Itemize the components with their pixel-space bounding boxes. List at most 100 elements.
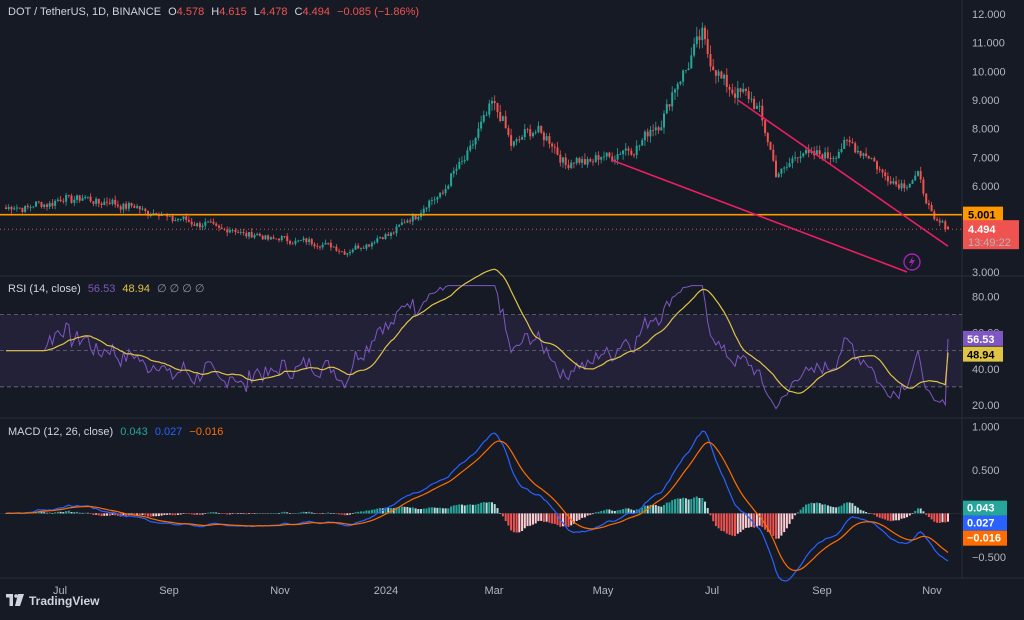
macd-hist-bar <box>70 512 73 514</box>
candle-body <box>859 150 862 156</box>
candle-body <box>714 70 717 76</box>
candle-body <box>944 221 947 230</box>
macd-hist-bar <box>86 512 89 514</box>
macd-hist-bar <box>829 506 832 514</box>
macd-hist-bar <box>321 513 324 514</box>
candle-body <box>278 238 280 241</box>
candle-body <box>458 161 461 169</box>
macd-hist-bar <box>474 504 477 514</box>
candle-body <box>390 232 392 236</box>
lightning-icon[interactable] <box>903 253 921 271</box>
macd-hist-bar <box>458 504 461 514</box>
macd-hist-bar <box>717 513 720 529</box>
candle-body <box>867 156 870 159</box>
candle-body <box>193 224 196 226</box>
candle-body <box>624 148 627 151</box>
candle-body <box>529 129 532 137</box>
candle-body <box>616 154 619 160</box>
macd-hist-bar <box>425 508 428 514</box>
candle-body <box>755 105 758 109</box>
candle-body <box>302 238 305 241</box>
candle-body <box>608 152 611 157</box>
candle-body <box>447 185 450 189</box>
macd-hist-bar <box>223 513 226 514</box>
candle-body <box>600 157 603 160</box>
candle-body <box>73 199 76 203</box>
candle-body <box>534 132 537 134</box>
macd-hist-bar <box>649 504 652 514</box>
candle-body <box>646 131 649 137</box>
candle-body <box>701 27 704 41</box>
candle-body <box>319 246 321 248</box>
candle-body <box>881 169 884 173</box>
macd-hist-bar <box>512 513 515 533</box>
macd-hist-bar <box>46 512 48 514</box>
candle-body <box>633 154 635 156</box>
macd-hist-bar <box>327 512 330 514</box>
macd-hist-bar <box>119 513 122 517</box>
macd-hist-bar <box>218 513 220 514</box>
macd-hist-bar <box>439 507 442 514</box>
candle-body <box>780 168 783 174</box>
macd-hist-bar <box>772 513 775 536</box>
candle-body <box>897 184 900 189</box>
macd-value: 0.027 <box>154 426 183 438</box>
candle-body <box>635 145 638 156</box>
candle-body <box>788 163 791 167</box>
macd-hist-bar <box>665 502 668 514</box>
candle-body <box>657 127 660 131</box>
candle-body <box>936 219 939 221</box>
candle-body <box>35 201 37 207</box>
candle-body <box>84 196 87 199</box>
tradingview-logo[interactable]: TradingView <box>6 594 99 608</box>
candles-group <box>5 22 949 258</box>
candle-body <box>941 221 944 223</box>
candle-body <box>177 219 179 220</box>
macd-hist-bar <box>499 513 502 514</box>
candle-body <box>471 144 474 146</box>
candle-body <box>340 251 343 253</box>
candle-body <box>106 201 108 203</box>
macd-hist-bar <box>56 511 59 514</box>
candle-body <box>649 130 652 137</box>
candle-body <box>889 181 892 184</box>
macd-hist-bar <box>911 513 914 514</box>
macd-hist-bar <box>622 509 625 514</box>
candle-body <box>103 201 106 205</box>
candle-body <box>201 225 204 228</box>
macd-hist-bar <box>630 509 633 514</box>
candle-body <box>51 203 54 206</box>
macd-hist-bar <box>226 513 229 515</box>
macd-hist-bar <box>316 513 319 514</box>
candle-body <box>228 230 231 233</box>
candle-body <box>542 132 545 141</box>
candle-body <box>491 101 493 104</box>
close-value: 4.494 <box>302 6 330 18</box>
candle-body <box>46 204 48 207</box>
macd-hist-bar <box>469 504 472 514</box>
macd-axis-tick: 1.000 <box>972 421 1000 433</box>
macd-hist-bar <box>824 504 827 514</box>
macd-hist-bar <box>264 513 267 514</box>
rsi-value-tag: 56.53 <box>963 330 1003 346</box>
macd-hist-bar <box>420 509 422 514</box>
macd-hist-bar <box>215 512 218 514</box>
candle-body <box>422 208 425 214</box>
candle-body <box>693 44 696 56</box>
candle-body <box>332 246 335 248</box>
candle-body <box>403 222 406 224</box>
macd-hist-bar <box>785 513 788 529</box>
macd-hist-bar <box>275 513 278 514</box>
macd-hist-bar <box>149 513 152 517</box>
candle-body <box>603 156 605 158</box>
candle-body <box>744 88 747 91</box>
candle-body <box>182 216 185 219</box>
candle-body <box>938 220 941 223</box>
macd-hist-bar <box>900 513 903 519</box>
candle-body <box>575 158 578 164</box>
candle-body <box>679 81 682 84</box>
macd-hist-bar <box>125 513 128 517</box>
macd-hist-bar <box>387 508 390 514</box>
lightning-icon-ring <box>903 253 921 271</box>
